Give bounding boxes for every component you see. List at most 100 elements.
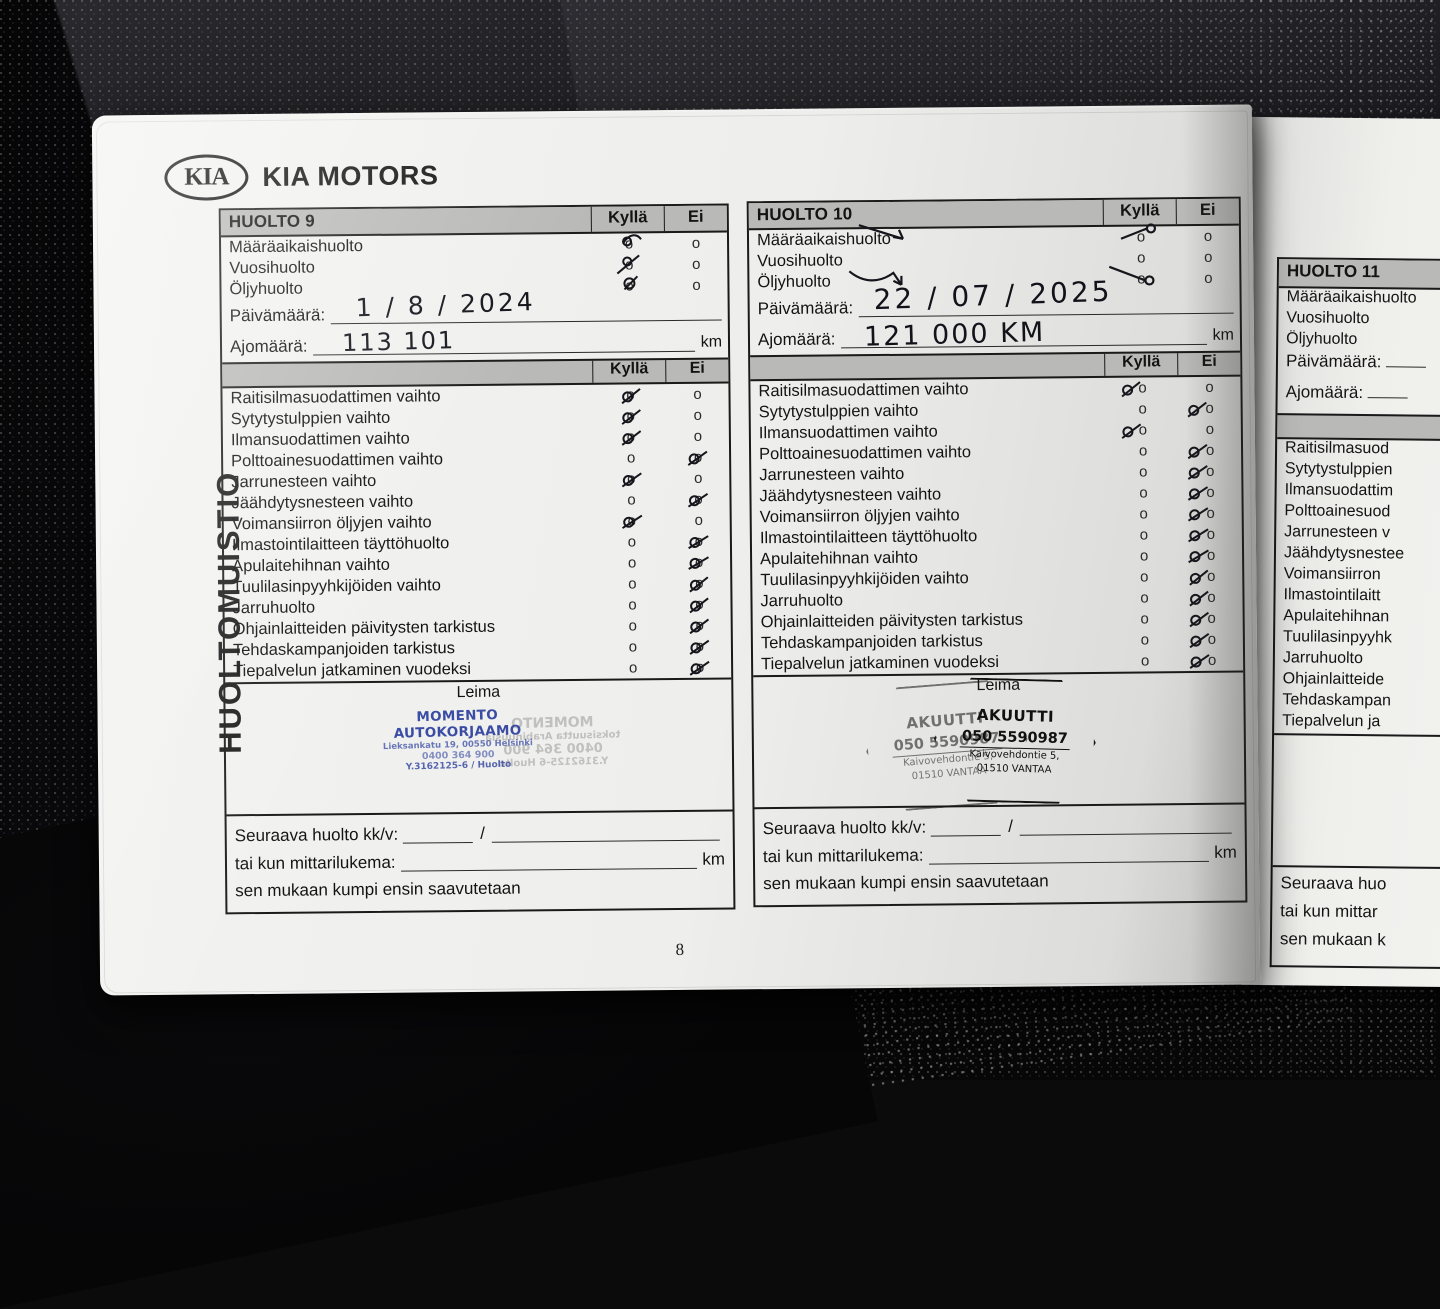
yes-bubble[interactable]: o [1139, 463, 1148, 481]
service-type-row: Määräaikaishuolto [1286, 288, 1417, 307]
kia-oval-icon: KIA [164, 154, 249, 201]
mileage-underline [1367, 397, 1408, 399]
no-bubble[interactable]: o [694, 532, 704, 550]
no-bubble[interactable]: o [692, 276, 701, 294]
next-year-line[interactable] [491, 822, 720, 843]
yes-bubble[interactable]: o [628, 575, 637, 593]
next-mileage-line[interactable] [928, 843, 1210, 865]
checklist-label: Tiepalvelun jatkaminen vuodeksi [233, 659, 472, 681]
next-month-line[interactable] [403, 824, 474, 844]
yes-bubble[interactable]: o [1138, 400, 1147, 418]
whichever-label: sen mukaan kumpi ensin saavutetaan [763, 871, 1049, 894]
next-mileage-row: tai kun mittarilukema: km [763, 839, 1237, 872]
checklist-row: Polttoainesuod [1284, 502, 1391, 521]
yes-bubble[interactable]: o [624, 235, 634, 253]
yes-bubble[interactable]: o [627, 512, 636, 530]
yes-bubble[interactable]: o [1139, 484, 1148, 502]
yes-bubble[interactable]: o [628, 617, 637, 635]
yes-bubble[interactable]: o [625, 277, 634, 295]
next-month-line[interactable] [931, 817, 1002, 837]
whichever-row: sen mukaan kumpi ensin saavutetaan [235, 874, 725, 905]
stamp-box: Leima AKUUTTI 050 5590987 Kaivovehdontie… [753, 670, 1245, 808]
yes-bubble[interactable]: o [1140, 652, 1150, 670]
no-bubble[interactable]: o [693, 448, 703, 466]
checklist-label: Jarruhuolto [232, 598, 316, 618]
yes-bubble[interactable]: o [1138, 421, 1148, 439]
yes-bubble[interactable]: o [1140, 589, 1149, 607]
next-service-row: Seuraava huo [1280, 873, 1387, 894]
handwritten-mileage-huolto-9: 113 101 [341, 326, 456, 358]
stamp-line-city: 01510 VANTAA [976, 762, 1052, 776]
yes-bubble[interactable]: o [628, 596, 637, 614]
checklist-label: Tuulilasinpyyhkijöiden vaihto [760, 569, 969, 590]
service-title: HUOLTO 10 [756, 204, 853, 225]
yes-bubble[interactable]: o [627, 491, 636, 509]
column-header-yes: Kyllä [592, 360, 666, 383]
checklist-label: Raitisilmasuodattimen vaihto [758, 380, 969, 401]
yes-bubble[interactable]: o [1137, 270, 1146, 288]
yes-bubble[interactable]: o [625, 256, 634, 274]
no-bubble[interactable]: o [695, 574, 704, 592]
yes-bubble[interactable]: o [627, 533, 637, 551]
no-bubble[interactable]: o [692, 255, 701, 273]
booklet-page-left: HUOLTOMUISTIO KIA KIA MOTORS HUOLTO 9 Ky… [91, 104, 1261, 996]
yes-bubble[interactable]: o [628, 638, 638, 656]
yes-bubble[interactable]: o [1140, 568, 1149, 586]
checklist-label: Ilmansuodattimen vaihto [230, 429, 410, 450]
next-mileage-label: tai kun mittarilukema: [762, 845, 924, 867]
yes-bubble[interactable]: o [627, 554, 637, 572]
checklist-row: Jäähdytysnestee [1283, 544, 1405, 563]
checklist-label: Ilmansuodattimen vaihto [758, 422, 938, 443]
no-bubble[interactable]: o [693, 406, 702, 424]
kia-brand-logo: KIA KIA MOTORS [164, 152, 439, 201]
yes-bubble[interactable]: o [1140, 610, 1149, 628]
yes-bubble[interactable]: o [626, 449, 636, 467]
no-bubble[interactable]: o [693, 385, 702, 403]
slash-separator: / [480, 823, 486, 843]
next-mileage-label: tai kun mittarilukema: [234, 852, 396, 874]
stamp-line-address: Kaivovehdontie 5, [969, 749, 1060, 763]
service-type-row: Vuosihuolto [1286, 309, 1370, 328]
mileage-label: Ajomäärä: [757, 328, 836, 349]
yes-bubble[interactable]: o [1136, 249, 1146, 267]
next-service-box: Seuraava huolto kk/v: / tai kun mittaril… [226, 809, 734, 913]
yes-bubble[interactable]: o [1139, 505, 1148, 523]
whichever-row: sen mukaan k [1279, 929, 1386, 950]
column-header-no: Ei [663, 205, 727, 232]
checklist-label: Tuulilasinpyyhkijöiden vaihto [232, 576, 441, 597]
yes-bubble[interactable]: o [1139, 526, 1149, 544]
yes-bubble[interactable]: o [628, 659, 638, 677]
no-bubble[interactable]: o [695, 595, 704, 613]
checklist-row: Voimansiirron [1283, 565, 1381, 584]
next-service-box: Seuraava huo tai kun mittar sen mukaan k [1271, 865, 1440, 968]
yes-bubble[interactable]: o [626, 428, 636, 446]
no-bubble[interactable]: o [694, 490, 703, 508]
no-bubble[interactable]: o [694, 553, 704, 571]
checklist-label: Jarrunesteen vaihto [231, 471, 377, 492]
checklist-row: Ohjainlaitteide [1282, 670, 1385, 689]
no-bubble[interactable]: o [694, 469, 703, 487]
checklist-row: Jarrunesteen v [1284, 523, 1391, 542]
checklist-label: Jäähdytysnesteen vaihto [231, 492, 414, 513]
checklist-label: Jarruhuolto [760, 591, 844, 611]
no-bubble[interactable]: o [693, 427, 703, 445]
yes-bubble[interactable]: o [1139, 547, 1149, 565]
yes-bubble[interactable]: o [1138, 379, 1147, 397]
yes-bubble[interactable]: o [626, 407, 635, 425]
yes-bubble[interactable]: o [1140, 631, 1150, 649]
service-title: HUOLTO 9 [228, 211, 315, 232]
no-bubble[interactable]: o [695, 658, 705, 676]
no-bubble[interactable]: o [691, 234, 701, 252]
mileage-field-row: Ajomäärä: [1277, 382, 1440, 416]
no-bubble[interactable]: o [695, 616, 704, 634]
yes-bubble[interactable]: o [626, 386, 635, 404]
next-mileage-line[interactable] [400, 850, 698, 872]
no-bubble[interactable]: o [694, 511, 703, 529]
checklist-label: Tehdaskampanjoiden tarkistus [760, 632, 983, 653]
yes-bubble[interactable]: o [1138, 442, 1148, 460]
no-bubble[interactable]: o [695, 637, 705, 655]
yes-bubble[interactable]: o [1136, 228, 1146, 246]
checklist-label: Tiepalvelun jatkaminen vuodeksi [761, 652, 1000, 674]
yes-bubble[interactable]: o [627, 470, 636, 488]
next-mileage-row: tai kun mittar [1280, 901, 1378, 922]
